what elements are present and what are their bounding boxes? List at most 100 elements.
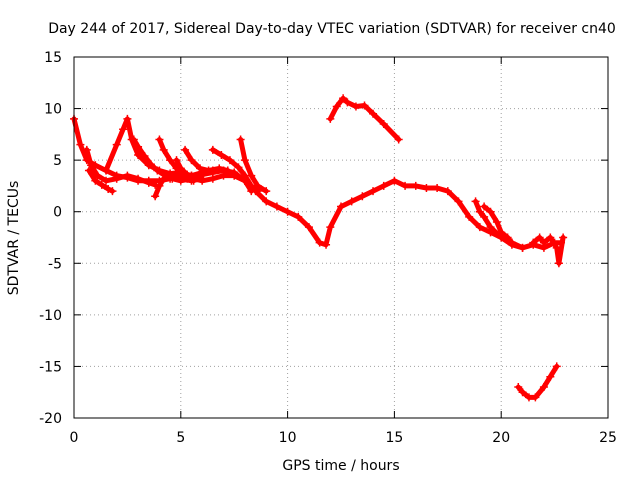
data-point (102, 176, 111, 185)
data-point (471, 197, 480, 206)
data-point (219, 171, 228, 180)
data-point (443, 187, 452, 196)
y-tick-label: -15 (39, 359, 62, 375)
data-point (492, 218, 501, 227)
data-point (236, 135, 245, 144)
data-point (176, 164, 185, 173)
data-point (189, 174, 198, 183)
data-point (129, 135, 138, 144)
x-tick-label: 25 (599, 430, 617, 446)
data-point (172, 156, 181, 165)
data-point (518, 388, 527, 397)
data-point (108, 187, 117, 196)
data-point (554, 259, 563, 268)
data-point (339, 94, 348, 103)
y-tick-label: 0 (53, 205, 62, 221)
data-point (183, 170, 192, 179)
data-point (140, 152, 149, 161)
x-tick-label: 10 (279, 430, 297, 446)
data-point (322, 240, 331, 249)
data-point (146, 160, 155, 169)
data-point (181, 145, 190, 154)
data-point (326, 223, 335, 232)
data-point (234, 163, 243, 172)
data-point (379, 181, 388, 190)
data-point (332, 102, 341, 111)
data-point (97, 180, 106, 189)
data-point (480, 212, 489, 221)
data-point (518, 243, 527, 252)
data-point (225, 156, 234, 165)
data-point (497, 228, 506, 237)
data-point (198, 176, 207, 185)
y-tick-label: 10 (44, 102, 62, 118)
data-point (347, 197, 356, 206)
data-point (247, 171, 256, 180)
data-point (390, 176, 399, 185)
data-point (187, 156, 196, 165)
data-point (155, 135, 164, 144)
data-point (360, 101, 369, 110)
data-point (112, 174, 121, 183)
series-line-arc-8 (174, 157, 254, 194)
data-point (343, 98, 352, 107)
data-point (454, 197, 463, 206)
data-point (535, 233, 544, 242)
data-point (337, 202, 345, 211)
data-point (82, 145, 91, 154)
data-point (539, 383, 548, 392)
axis-ticks (73, 56, 609, 419)
data-point (134, 174, 143, 183)
data-point (262, 187, 271, 196)
data-point (531, 393, 540, 402)
data-point (134, 150, 143, 159)
data-point (326, 114, 335, 123)
y-axis-label: SDTVAR / TECUs (6, 181, 22, 296)
data-point (196, 164, 205, 173)
data-point (480, 202, 489, 211)
data-point (546, 233, 555, 242)
data-point (351, 102, 360, 111)
x-tick-label: 5 (176, 430, 185, 446)
data-point (475, 207, 484, 216)
data-point (123, 114, 132, 123)
data-point (153, 166, 162, 175)
series-layer (70, 94, 568, 402)
data-point (552, 243, 561, 252)
data-point (112, 140, 121, 149)
data-point (503, 233, 512, 242)
data-point (204, 166, 213, 175)
data-point (552, 362, 561, 371)
data-point (84, 166, 93, 175)
data-point (217, 150, 226, 159)
data-point (230, 171, 239, 180)
data-point (102, 166, 111, 175)
data-point (176, 171, 185, 180)
y-tick-label: 15 (44, 50, 62, 66)
data-point (546, 372, 555, 381)
data-point (144, 178, 153, 187)
data-point (253, 181, 262, 190)
data-point (401, 181, 410, 190)
data-point (539, 238, 548, 247)
data-point (315, 238, 324, 247)
data-point (208, 174, 217, 183)
data-point (475, 223, 484, 232)
data-point (559, 233, 568, 242)
y-tick-label: -5 (48, 256, 62, 272)
y-tick-label: -10 (39, 308, 62, 324)
data-point (76, 140, 85, 149)
data-point (486, 207, 495, 216)
x-tick-label: 15 (385, 430, 403, 446)
data-point (134, 142, 143, 151)
data-point (433, 183, 442, 192)
chart-title: Day 244 of 2017, Sidereal Day-to-day VTE… (48, 21, 616, 37)
data-point (369, 187, 378, 196)
data-point (304, 223, 313, 232)
data-point (159, 174, 168, 183)
data-point (240, 156, 249, 165)
data-point (358, 192, 367, 201)
data-point (283, 207, 292, 216)
data-point (87, 161, 96, 170)
